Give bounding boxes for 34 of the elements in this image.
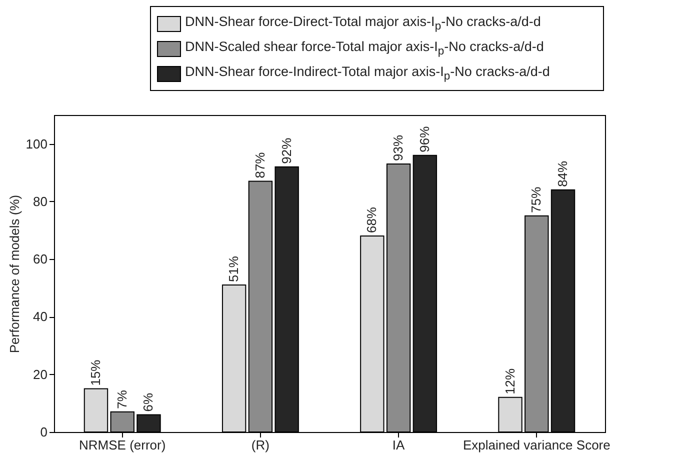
y-tick-label: 0 (40, 424, 48, 440)
bar (222, 284, 246, 432)
data-label: 51% (226, 256, 242, 282)
data-label: 84% (555, 160, 570, 187)
data-label: 75% (528, 186, 544, 213)
data-label: 92% (278, 137, 294, 164)
data-label: 68% (364, 206, 380, 234)
y-tick-label: 60 (33, 252, 48, 267)
legend-label: DNN-Shear force-Indirect-Total major axis-I$_{p}$-No cracks-a/d-d (185, 64, 550, 83)
bar (136, 414, 161, 432)
data-label: 87% (252, 152, 268, 178)
y-tick-label: 80 (33, 194, 48, 209)
data-label: 12% (502, 368, 518, 394)
bar (498, 396, 522, 432)
legend-label: DNN-Scaled shear force-Total major axis-I$_{p}$-No cracks-a/d-d (185, 39, 544, 58)
data-label: 15% (88, 359, 103, 386)
x-tick-label: NRMSE (error) (79, 438, 166, 452)
y-tick-label: 100 (26, 136, 48, 152)
bar (84, 388, 108, 432)
y-tick-label: 40 (33, 309, 48, 324)
y-tick-label: 20 (33, 366, 48, 382)
bar (360, 236, 384, 432)
y-axis-title: Performance of models (%) (6, 194, 22, 354)
data-label: 6% (140, 392, 156, 412)
data-label: 7% (114, 390, 130, 409)
legend-label: DNN-Shear force-Direct-Total major axis-I$_{p}$-No cracks-a/d-d (185, 14, 541, 33)
data-label: 93% (390, 134, 406, 161)
bar (412, 154, 438, 432)
x-tick-label: Explained variance Score (462, 438, 610, 452)
bar (550, 189, 576, 432)
data-label: 96% (416, 126, 432, 152)
x-tick-label: IA (392, 438, 406, 452)
x-tick-label: (R) (251, 438, 270, 452)
bar (274, 166, 299, 432)
